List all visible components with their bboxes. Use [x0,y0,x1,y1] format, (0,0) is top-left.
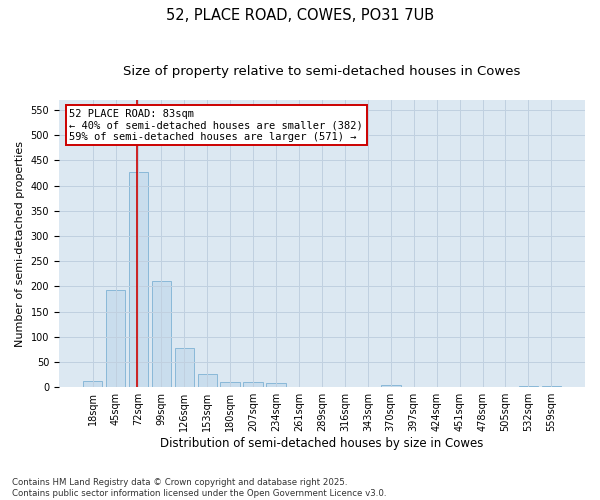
Text: 52, PLACE ROAD, COWES, PO31 7UB: 52, PLACE ROAD, COWES, PO31 7UB [166,8,434,22]
Bar [220,382,240,387]
Bar [518,386,538,387]
Bar [381,385,401,387]
Bar [106,290,125,387]
Bar [289,386,309,387]
Bar [152,282,171,387]
Bar [128,172,148,387]
X-axis label: Distribution of semi-detached houses by size in Cowes: Distribution of semi-detached houses by … [160,437,484,450]
Text: Contains HM Land Registry data © Crown copyright and database right 2025.
Contai: Contains HM Land Registry data © Crown c… [12,478,386,498]
Title: Size of property relative to semi-detached houses in Cowes: Size of property relative to semi-detach… [123,65,521,78]
Text: 52 PLACE ROAD: 83sqm
← 40% of semi-detached houses are smaller (382)
59% of semi: 52 PLACE ROAD: 83sqm ← 40% of semi-detac… [70,108,363,142]
Bar [83,381,103,387]
Bar [266,383,286,387]
Bar [197,374,217,387]
Bar [542,386,561,387]
Bar [244,382,263,387]
Y-axis label: Number of semi-detached properties: Number of semi-detached properties [15,140,25,346]
Bar [175,348,194,387]
